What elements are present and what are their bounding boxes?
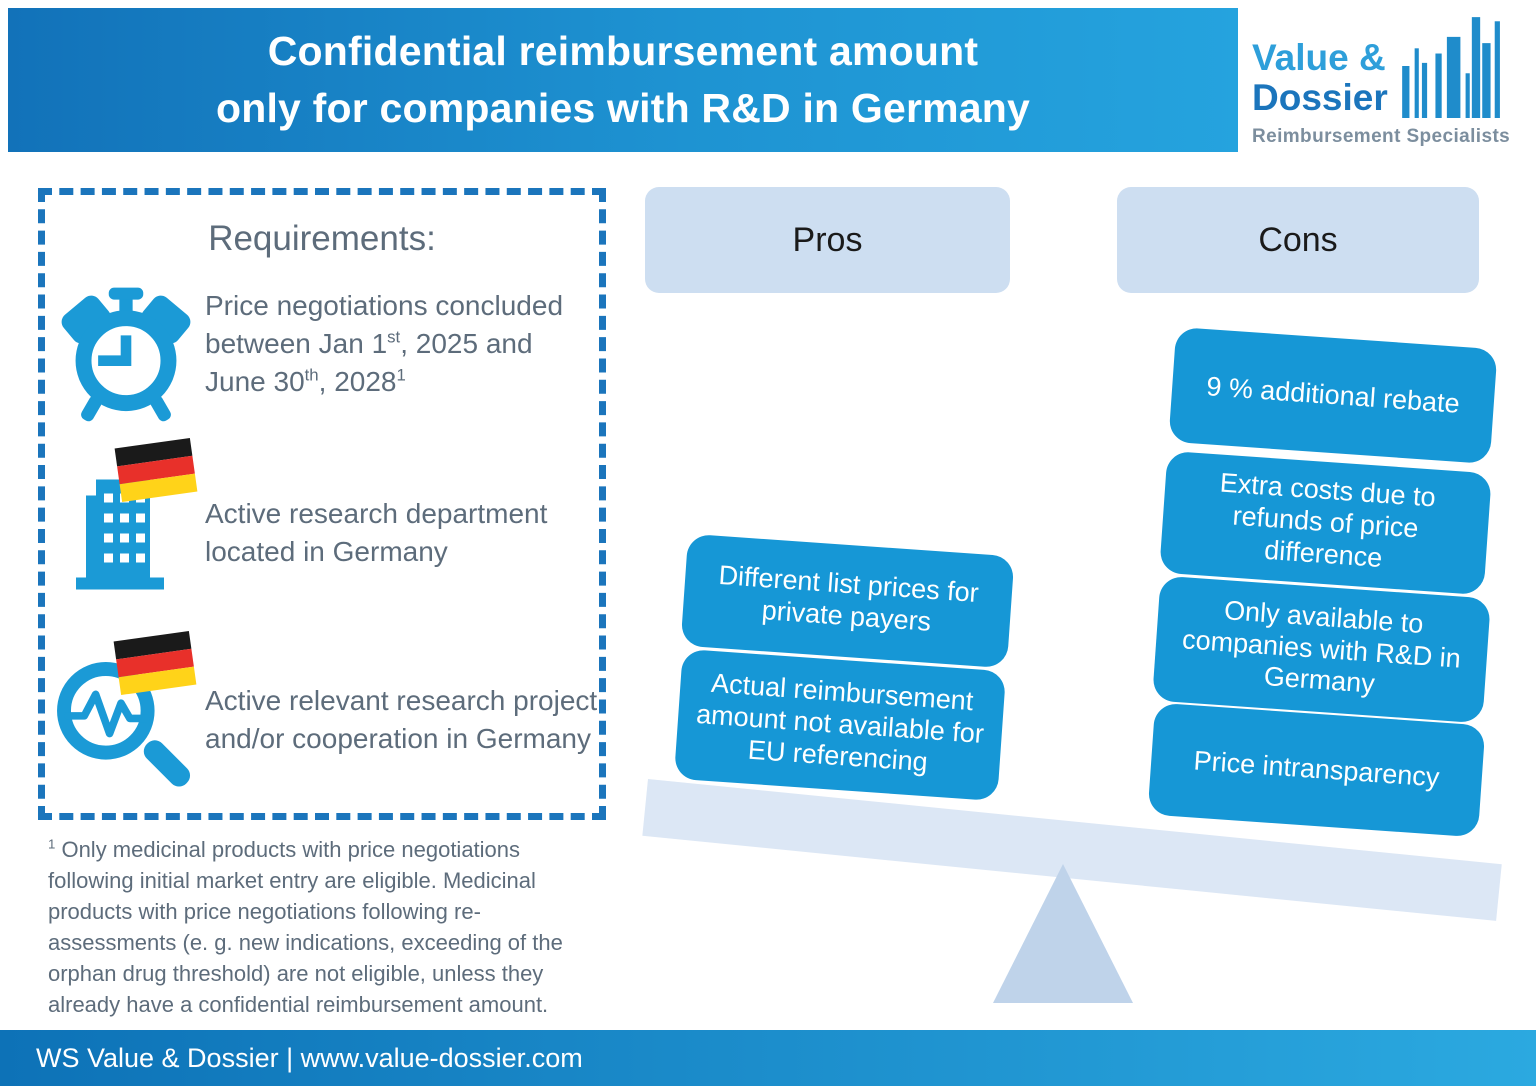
requirement-item-3: Active relevant research project and/or … <box>205 685 598 754</box>
cons-item-2: Extra costs due to refunds of price diff… <box>1159 450 1492 596</box>
req1-footnote-ref: 1 <box>396 365 406 385</box>
cons-item-3: Only available to companies with R&D in … <box>1152 575 1491 724</box>
logo-wordmark: Value & Dossier <box>1252 38 1388 118</box>
building-icon <box>70 437 220 607</box>
logo-dossier-text: Dossier <box>1252 77 1388 118</box>
header-banner: Confidential reimbursement amount only f… <box>8 8 1238 152</box>
req1-text3: , 2028 <box>318 366 397 397</box>
pros-label: Pros <box>792 220 863 259</box>
logo-tagline: Reimbursement Specialists <box>1252 126 1511 147</box>
company-logo: Value & Dossier Reimbursement Specialist… <box>1252 14 1528 147</box>
footnote-marker: 1 <box>48 836 56 852</box>
cons-label: Cons <box>1258 220 1338 259</box>
req1-text2: , 2025 and June 30 <box>205 328 533 397</box>
footer-text: WS Value & Dossier | www.value-dossier.c… <box>36 1042 583 1073</box>
seesaw-fulcrum <box>993 864 1133 1003</box>
page-title-line1: Confidential reimbursement amount <box>267 28 979 74</box>
requirements-heading: Requirements: <box>208 219 436 258</box>
bar-chart-icon <box>1401 17 1500 118</box>
cons-header: Cons <box>1117 187 1479 293</box>
footnote: 1 Only medicinal products with price neg… <box>48 834 608 1020</box>
req1-sup-st: st <box>387 327 401 347</box>
alarm-clock-icon <box>53 281 199 427</box>
requirements-box: Requirements: Price negotiations conclud… <box>38 188 606 820</box>
pros-item-1: Different list prices for private payers <box>680 533 1015 669</box>
pros-item-2: Actual reimbursement amount not availabl… <box>673 648 1007 802</box>
germany-flag-icon <box>113 630 197 696</box>
pros-header: Pros <box>645 187 1010 293</box>
cons-item-4: Price intransparency <box>1147 702 1486 838</box>
requirement-item-1: Price negotiations concluded between Jan… <box>205 287 585 401</box>
footnote-text: Only medicinal products with price negot… <box>48 837 563 1017</box>
footer-bar: WS Value & Dossier | www.value-dossier.c… <box>0 1030 1536 1086</box>
requirement-item-2: Active research department located in Ge… <box>205 498 548 567</box>
req1-text: Price negotiations concluded between Jan… <box>205 290 564 359</box>
germany-flag-icon <box>114 437 198 503</box>
page-title-line2: only for companies with R&D in Germany <box>215 85 1031 131</box>
cons-item-1: 9 % additional rebate <box>1168 326 1498 465</box>
req1-sup-th: th <box>304 365 319 385</box>
magnifier-pulse-icon <box>45 630 205 815</box>
logo-value-text: Value & <box>1252 37 1386 78</box>
